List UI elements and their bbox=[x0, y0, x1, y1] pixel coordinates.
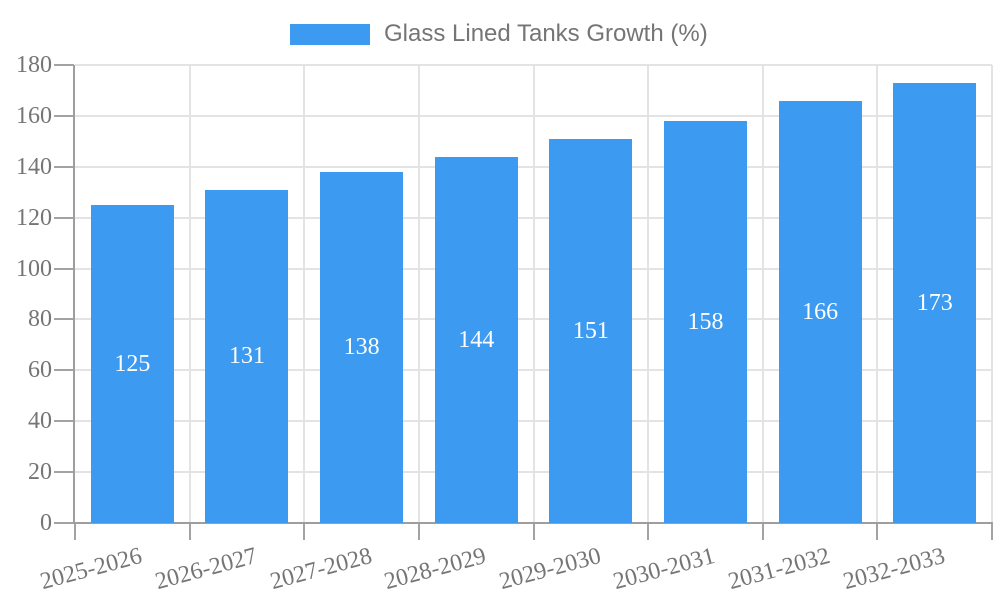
x-axis-tick bbox=[991, 522, 993, 540]
x-axis-tick bbox=[417, 522, 420, 540]
x-axis-tick bbox=[876, 522, 879, 540]
gridline-vertical bbox=[876, 65, 879, 523]
bar-value-label: 166 bbox=[802, 298, 839, 325]
bar-value-label: 125 bbox=[114, 350, 151, 377]
bar[interactable] bbox=[893, 82, 977, 523]
bar[interactable] bbox=[90, 204, 174, 523]
y-axis-tick bbox=[54, 267, 74, 270]
gridline-vertical bbox=[303, 65, 306, 523]
y-axis-tick bbox=[54, 420, 74, 423]
legend[interactable]: Glass Lined Tanks Growth (%) bbox=[290, 20, 708, 48]
bar-value-label: 151 bbox=[572, 317, 609, 344]
gridline-vertical bbox=[188, 65, 191, 523]
y-axis-tick bbox=[54, 216, 74, 219]
bar[interactable] bbox=[205, 189, 289, 523]
y-axis-tick bbox=[54, 471, 74, 474]
x-axis-line bbox=[73, 522, 992, 524]
y-axis-tick bbox=[54, 64, 74, 66]
x-axis-tick bbox=[303, 522, 306, 540]
x-axis-tick bbox=[761, 522, 764, 540]
bar-value-label: 138 bbox=[343, 334, 380, 361]
y-axis-tick-label: 140 bbox=[16, 153, 52, 180]
gridline-vertical bbox=[417, 65, 420, 523]
gridline-vertical bbox=[761, 65, 764, 523]
y-axis-tick bbox=[54, 369, 74, 372]
bar-value-label: 158 bbox=[687, 308, 724, 335]
y-axis-tick-label: 20 bbox=[28, 459, 52, 486]
y-axis-tick bbox=[54, 165, 74, 168]
x-axis-tick bbox=[532, 522, 535, 540]
y-axis-tick bbox=[54, 114, 74, 117]
bar[interactable] bbox=[320, 171, 404, 523]
y-axis-tick-label: 100 bbox=[16, 255, 52, 282]
bar[interactable] bbox=[434, 156, 518, 523]
gridline-vertical bbox=[647, 65, 650, 523]
legend-swatch bbox=[290, 23, 370, 45]
bar[interactable] bbox=[549, 138, 633, 523]
gridline-vertical bbox=[532, 65, 535, 523]
y-axis-tick bbox=[54, 318, 74, 321]
y-axis-tick-label: 0 bbox=[40, 510, 52, 536]
y-axis-tick bbox=[54, 522, 74, 524]
bar-value-label: 173 bbox=[916, 289, 953, 316]
y-axis-tick-label: 60 bbox=[28, 357, 52, 384]
y-axis-tick-label: 180 bbox=[16, 52, 52, 78]
x-axis-tick bbox=[74, 522, 76, 540]
x-axis-tick bbox=[188, 522, 191, 540]
y-axis-tick-label: 80 bbox=[28, 306, 52, 333]
legend-label: Glass Lined Tanks Growth (%) bbox=[384, 20, 708, 47]
bar-value-label: 131 bbox=[228, 343, 265, 370]
x-axis-tick bbox=[647, 522, 650, 540]
y-axis-tick-label: 40 bbox=[28, 408, 52, 435]
bar-value-label: 144 bbox=[458, 326, 495, 353]
bar[interactable] bbox=[778, 100, 862, 523]
bar[interactable] bbox=[663, 120, 747, 523]
y-axis-line bbox=[73, 65, 75, 524]
gridline-vertical bbox=[991, 65, 993, 523]
y-axis-tick-label: 120 bbox=[16, 204, 52, 231]
y-axis-tick-label: 160 bbox=[16, 102, 52, 129]
